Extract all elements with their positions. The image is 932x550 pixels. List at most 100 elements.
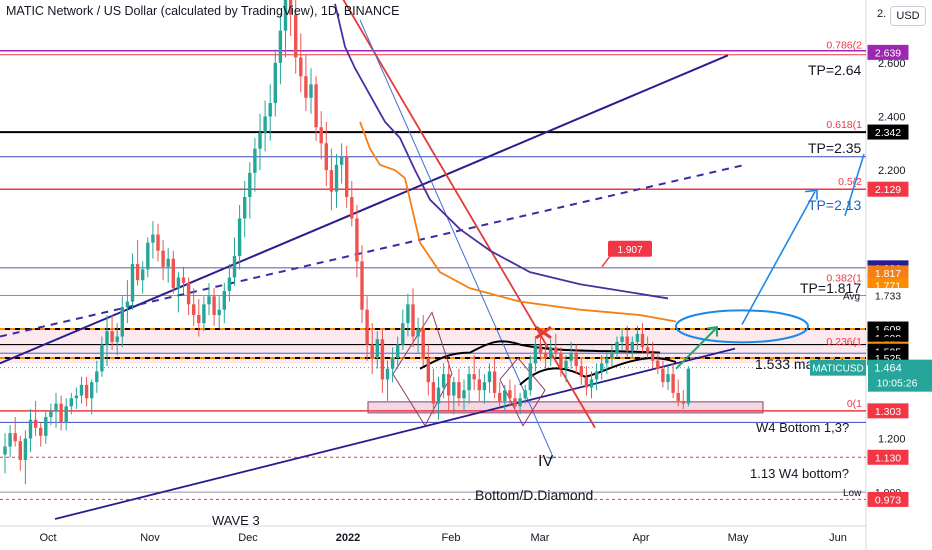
x-tick-label: Oct — [39, 532, 56, 544]
candle-body — [258, 132, 262, 149]
candle-body — [334, 164, 339, 192]
green-arrow-head — [706, 325, 718, 337]
blue-arrow-1-head — [804, 189, 818, 200]
candle-body — [120, 307, 124, 337]
candle-body — [232, 256, 237, 278]
candle-body — [513, 398, 517, 407]
candle-body — [686, 368, 691, 404]
y-tick-label: 2.200 — [878, 165, 906, 177]
candle-body — [197, 315, 201, 324]
candle-body — [615, 341, 619, 353]
candle-body — [671, 374, 675, 393]
candle-body — [294, 14, 298, 58]
candle-body — [115, 336, 119, 342]
candle-body — [559, 352, 563, 369]
black-curve-upper — [419, 340, 661, 370]
candle-body — [661, 368, 665, 383]
candle-body — [263, 116, 267, 133]
fib-label: 0.382(1 — [826, 272, 862, 284]
candle-body — [645, 347, 650, 353]
candle-body — [589, 379, 594, 388]
price-badge — [867, 181, 909, 197]
candle-body — [237, 218, 242, 257]
candle-body — [503, 390, 507, 401]
candle-body — [283, 0, 288, 31]
candle-body — [212, 296, 216, 316]
candle-body — [584, 376, 589, 388]
candle-body — [365, 309, 369, 345]
candle-body — [33, 419, 38, 428]
candle-body — [151, 234, 155, 243]
candle-body — [436, 387, 441, 404]
price-badge-label: 1.817 — [875, 268, 901, 280]
candle-body — [651, 352, 655, 361]
candle-body — [600, 363, 604, 372]
candle-body — [528, 363, 532, 391]
x-tick-label: Dec — [238, 532, 258, 544]
diamond-left — [392, 311, 453, 427]
price-badge-label: 2.342 — [875, 127, 901, 139]
fib-label: 0.618(1 — [826, 119, 862, 131]
price-badge — [867, 403, 909, 419]
diamond-right — [499, 357, 546, 427]
candle-body — [268, 103, 272, 117]
blue-arrow-2 — [844, 153, 865, 217]
price-badge-label: 1.303 — [875, 406, 901, 418]
wave-iv-label: IV — [538, 453, 553, 470]
candle-body — [79, 384, 84, 396]
candle-body — [401, 323, 405, 345]
candle-body — [253, 148, 257, 173]
candle-body — [543, 352, 548, 358]
current-price-badge — [868, 359, 932, 392]
candle-body — [416, 328, 420, 337]
down-trendline-blue — [359, 19, 553, 455]
green-arrow-line — [675, 327, 717, 370]
candle-body — [59, 403, 63, 423]
time-axis — [0, 526, 866, 550]
candle-body — [110, 331, 114, 342]
candle-body — [69, 398, 73, 407]
candle-body — [355, 218, 359, 262]
candle-body — [462, 390, 466, 399]
candle-body — [523, 390, 527, 399]
candle-body — [431, 382, 436, 404]
x-tick-label: May — [728, 532, 749, 544]
candle-body — [594, 371, 599, 380]
current-symbol-label: MATICUSD — [812, 364, 863, 375]
candle-body — [477, 379, 481, 391]
current-price-label: 1.464 — [874, 363, 902, 375]
candle-body — [181, 277, 186, 283]
price-badge-label: 1.733 — [875, 290, 901, 302]
fib-label: 0.5(2 — [838, 176, 862, 188]
chart-title: MATIC Network / US Dollar (calculated by… — [6, 4, 400, 18]
candle-body — [8, 433, 12, 447]
price-badge-label: 2.129 — [875, 184, 901, 196]
candle-body — [44, 417, 48, 436]
candle-body — [176, 277, 181, 289]
candle-body — [90, 382, 94, 399]
candle-body — [13, 433, 17, 442]
candle-body — [309, 84, 313, 98]
w4-bottom-label: W4 Bottom 1,3? — [756, 420, 849, 435]
price-badge — [867, 449, 909, 465]
candle-body — [350, 197, 354, 219]
candle-body — [533, 344, 538, 364]
candle-body — [161, 250, 165, 267]
candle-body — [243, 197, 247, 219]
currency-button[interactable]: USD — [890, 6, 926, 26]
candle-body — [217, 309, 221, 316]
candle-body — [100, 344, 104, 372]
candle-body — [421, 328, 425, 358]
candle-body — [314, 84, 318, 128]
w4-bottom2-label: 1.13 W4 bottom? — [750, 466, 849, 481]
candle-body — [39, 427, 43, 436]
candle-body — [681, 400, 685, 404]
price-badge-label: 2.639 — [875, 47, 901, 59]
candle-body — [28, 419, 33, 439]
candle-body — [411, 304, 415, 337]
candle-body — [248, 172, 252, 197]
candle-body — [171, 258, 175, 289]
countdown-label: 10:05:26 — [877, 378, 918, 390]
tp-1817-label: TP=1.817 — [800, 280, 861, 296]
